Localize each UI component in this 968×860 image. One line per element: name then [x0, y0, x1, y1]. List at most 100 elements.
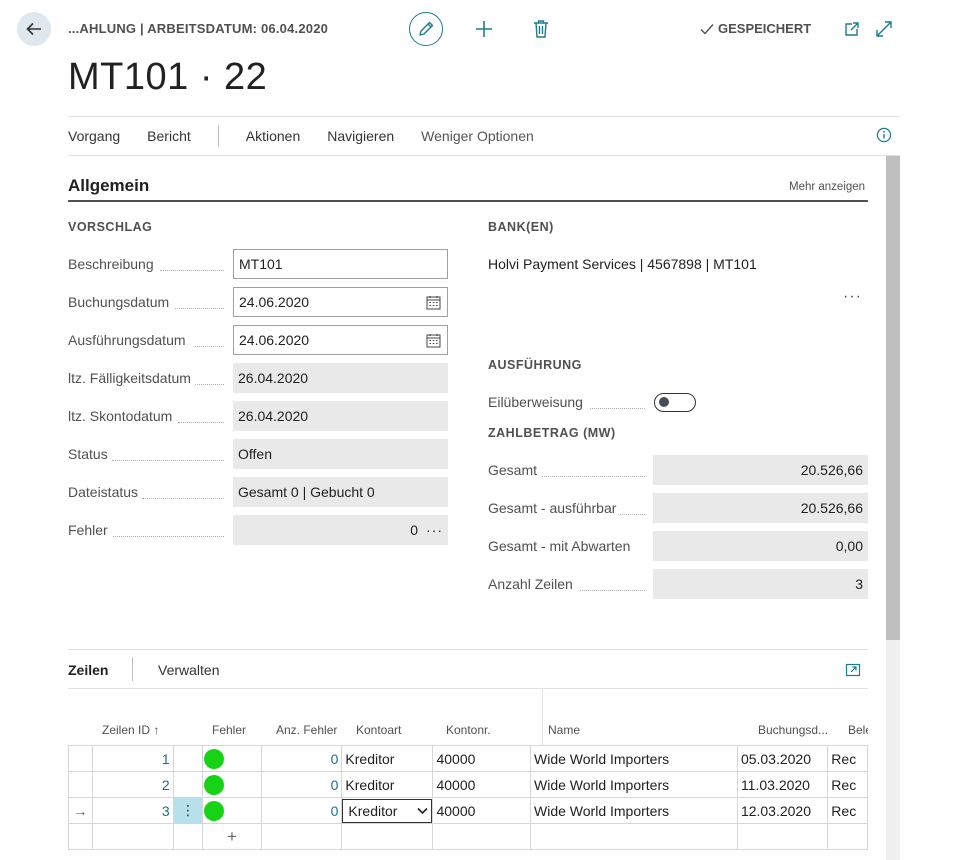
- edit-button[interactable]: [409, 12, 443, 46]
- cell-row-menu[interactable]: [172, 771, 204, 798]
- cell-name[interactable]: Wide World Importers: [530, 771, 738, 798]
- dot-leader: [540, 476, 645, 477]
- cell-empty[interactable]: [260, 823, 343, 850]
- action-navigieren[interactable]: Navigieren: [327, 128, 395, 144]
- calendar-icon[interactable]: [426, 295, 441, 310]
- row-menu-button[interactable]: ⋮: [172, 797, 204, 824]
- buchungsdatum-input[interactable]: 24.06.2020: [233, 287, 448, 317]
- page-title: MT101 · 22: [68, 56, 268, 98]
- cell-kontoart[interactable]: Kreditor: [341, 745, 434, 772]
- kontoart-select[interactable]: Kreditor: [342, 798, 432, 823]
- cell-zeilen-id[interactable]: 3: [91, 797, 174, 824]
- fehler-value[interactable]: 0 ···: [233, 515, 448, 545]
- gesamt-value: 20.526,66: [653, 455, 868, 485]
- cell-buchungsdatum[interactable]: 12.03.2020: [736, 797, 829, 824]
- table-row-current[interactable]: → 3 ⋮ 0 Kreditor 40000 Wide World Import…: [68, 797, 868, 824]
- check-icon: [700, 23, 714, 35]
- cell-fehler: [202, 797, 262, 824]
- tab-verwalten[interactable]: Verwalten: [158, 662, 220, 678]
- dot-leader: [194, 384, 224, 385]
- fehler-more-button[interactable]: ···: [426, 522, 443, 538]
- add-row-button[interactable]: +: [202, 823, 262, 850]
- lines-tab-separator: [132, 657, 133, 681]
- cell-name[interactable]: Wide World Importers: [530, 745, 738, 772]
- row-marker: [68, 823, 93, 850]
- cell-empty[interactable]: [172, 823, 204, 850]
- expand-button[interactable]: [872, 17, 896, 41]
- action-vorgang[interactable]: Vorgang: [68, 128, 121, 144]
- cell-anz-fehler[interactable]: 0: [260, 797, 343, 824]
- label-anzahl-zeilen: Anzahl Zeilen: [488, 576, 577, 592]
- cell-kontonr[interactable]: 40000: [432, 797, 532, 824]
- col-header-buchungsdatum[interactable]: Buchungsd...: [758, 723, 829, 737]
- cell-beleg[interactable]: Rec: [827, 797, 868, 824]
- col-header-anz-fehler[interactable]: Anz. Fehler: [276, 723, 338, 737]
- beschreibung-input[interactable]: MT101: [233, 249, 448, 279]
- calendar-icon[interactable]: [426, 333, 441, 348]
- cell-empty[interactable]: [91, 823, 174, 850]
- cell-beleg[interactable]: Rec: [827, 771, 868, 798]
- lines-expand-button[interactable]: [845, 662, 861, 681]
- cell-zeilen-id[interactable]: 2: [91, 771, 174, 798]
- tab-zeilen[interactable]: Zeilen: [68, 662, 109, 678]
- dot-leader: [580, 590, 645, 591]
- ausfuehrungsdatum-input[interactable]: 24.06.2020: [233, 325, 448, 355]
- cell-buchungsdatum[interactable]: 11.03.2020: [736, 771, 829, 798]
- section-title-allgemein[interactable]: Allgemein: [68, 176, 150, 195]
- cell-anz-fehler[interactable]: 0: [260, 745, 343, 772]
- lines-table: 1 0 Kreditor 40000 Wide World Importers …: [68, 745, 868, 850]
- delete-button[interactable]: [529, 17, 553, 41]
- info-button[interactable]: [876, 127, 892, 146]
- cell-empty[interactable]: [530, 823, 738, 850]
- label-faelligkeitsdatum: ltz. Fälligkeitsdatum: [68, 370, 195, 386]
- col-header-beleg[interactable]: Bele: [848, 723, 868, 737]
- col-header-kontoart[interactable]: Kontoart: [356, 723, 402, 737]
- breadcrumb: ...AHLUNG | ARBEITSDATUM: 06.04.2020: [68, 21, 329, 36]
- col-header-zeilen-id[interactable]: Zeilen ID ↑: [102, 723, 160, 737]
- cell-anz-fehler[interactable]: 0: [260, 771, 343, 798]
- action-aktionen[interactable]: Aktionen: [245, 128, 301, 144]
- skontodatum-value: 26.04.2020: [233, 401, 448, 431]
- plus-icon: [476, 21, 492, 37]
- cell-name[interactable]: Wide World Importers: [530, 797, 738, 824]
- table-row-new[interactable]: +: [68, 823, 868, 850]
- open-new-window-button[interactable]: [840, 17, 864, 41]
- back-arrow-icon: [26, 22, 41, 36]
- back-button[interactable]: [17, 12, 51, 46]
- cell-empty[interactable]: [827, 823, 868, 850]
- cell-empty[interactable]: [736, 823, 829, 850]
- cell-beleg[interactable]: Rec: [827, 745, 868, 772]
- table-row[interactable]: 1 0 Kreditor 40000 Wide World Importers …: [68, 745, 868, 772]
- label-ausfuehrungsdatum: Ausführungsdatum: [68, 332, 190, 348]
- dateistatus-value[interactable]: Gesamt 0 | Gebucht 0: [233, 477, 448, 507]
- group-title-bank: BANK(EN): [488, 220, 554, 234]
- info-icon: [876, 127, 892, 143]
- cell-empty[interactable]: [341, 823, 434, 850]
- cell-kontonr[interactable]: 40000: [432, 745, 532, 772]
- eilueberweisung-toggle[interactable]: [654, 393, 696, 412]
- action-bericht[interactable]: Bericht: [147, 128, 191, 144]
- lines-header-divider: [68, 688, 868, 689]
- group-title-ausfuehrung: AUSFÜHRUNG: [488, 358, 582, 372]
- new-button[interactable]: [472, 17, 496, 41]
- action-weniger-optionen[interactable]: Weniger Optionen: [421, 128, 534, 144]
- cell-row-menu[interactable]: [172, 745, 204, 772]
- col-header-fehler[interactable]: Fehler: [212, 723, 247, 737]
- bank-line[interactable]: Holvi Payment Services | 4567898 | MT101: [488, 256, 757, 272]
- cell-zeilen-id[interactable]: 1: [91, 745, 174, 772]
- label-fehler: Fehler: [68, 522, 112, 538]
- bank-more-button[interactable]: ···: [843, 288, 862, 305]
- cell-kontoart[interactable]: Kreditor: [341, 797, 434, 824]
- col-header-name[interactable]: Name: [548, 723, 581, 737]
- table-row[interactable]: 2 0 Kreditor 40000 Wide World Importers …: [68, 771, 868, 798]
- scrollbar-thumb[interactable]: [886, 156, 900, 640]
- cell-empty[interactable]: [432, 823, 532, 850]
- cell-kontonr[interactable]: 40000: [432, 771, 532, 798]
- col-header-kontonr[interactable]: Kontonr.: [446, 723, 491, 737]
- gesamt-ausfuehrbar-value: 20.526,66: [653, 493, 868, 523]
- cell-buchungsdatum[interactable]: 05.03.2020: [736, 745, 829, 772]
- dot-leader: [110, 536, 224, 537]
- show-more-link[interactable]: Mehr anzeigen: [789, 181, 866, 193]
- label-dateistatus: Dateistatus: [68, 484, 143, 500]
- cell-kontoart[interactable]: Kreditor: [341, 771, 434, 798]
